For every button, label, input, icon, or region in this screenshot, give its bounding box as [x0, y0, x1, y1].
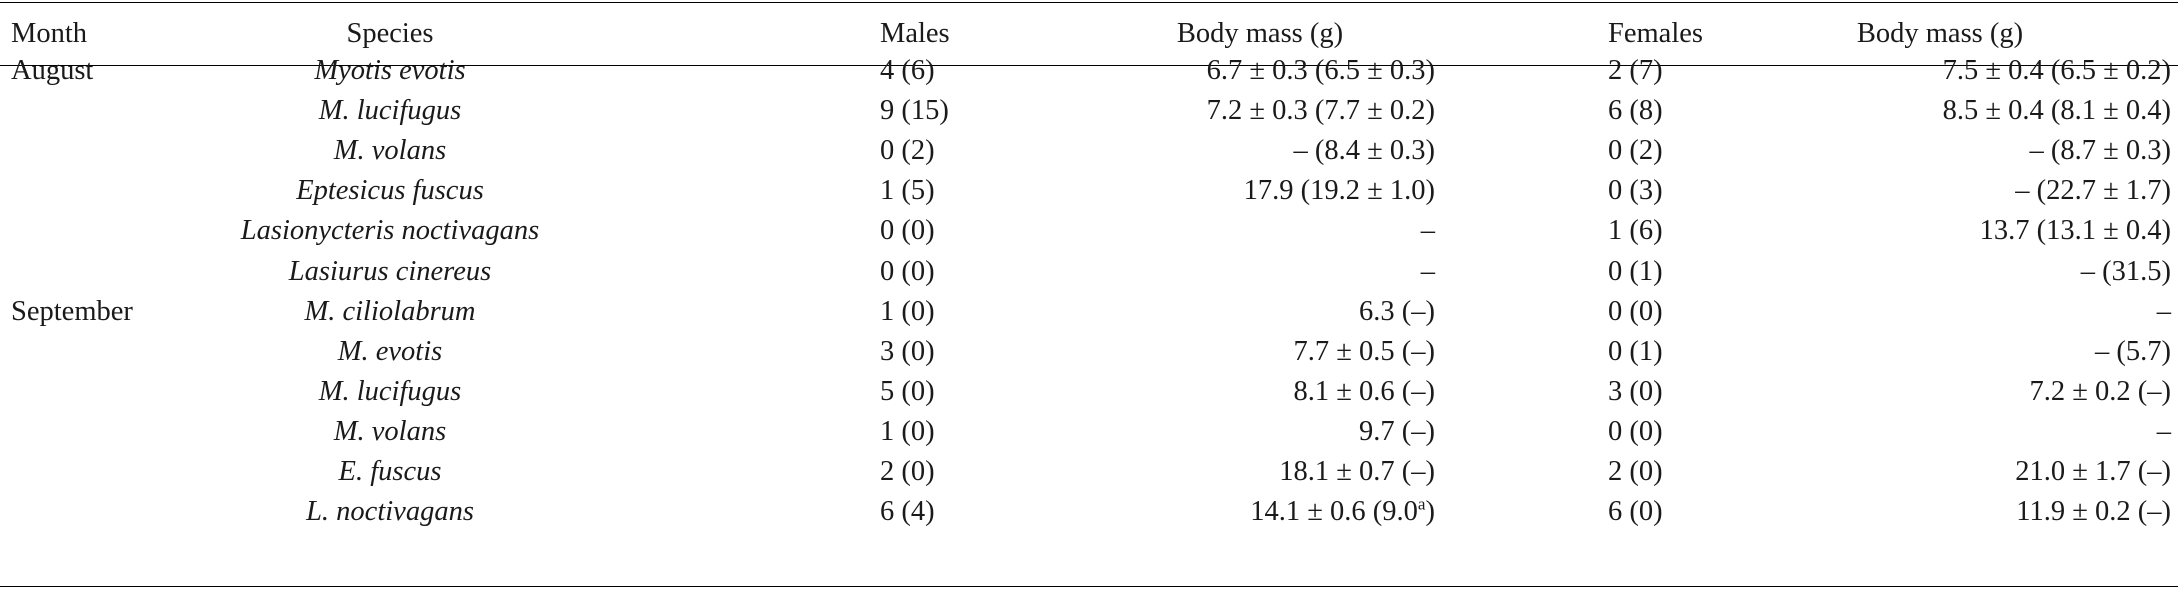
table-row: Lasiurus cinereus 0 (0) – 0 (1) – (31.5) — [0, 252, 2178, 292]
cell-female-body-mass: 7.2 ± 0.2 (–) — [2029, 375, 2172, 407]
cell-females-count: 1 (6) — [1608, 215, 1663, 247]
male-body-mass-value: 6.3 (–) — [1359, 295, 1435, 327]
cell-female-body-mass: – (31.5) — [2080, 255, 2171, 287]
cell-species: M. ciliolabrum — [304, 295, 476, 327]
cell-male-body-mass: 9.7 (–) — [1080, 412, 1435, 452]
cell-month: September — [11, 295, 133, 327]
cell-females-count: 3 (0) — [1608, 375, 1663, 407]
cell-female-body-mass: 13.7 (13.1 ± 0.4) — [1979, 215, 2171, 247]
cell-male-body-mass: 14.1 ± 0.6 (9.0a) — [1080, 492, 1435, 532]
cell-females-count: 2 (7) — [1608, 55, 1663, 86]
cell-species: M. lucifugus — [318, 95, 462, 127]
male-body-mass-value: 7.7 ± 0.5 (–) — [1293, 335, 1436, 367]
table-row: Eptesicus fuscus 1 (5) 17.9 (19.2 ± 1.0) 0 … — [0, 171, 2178, 211]
cell-male-body-mass: 8.1 ± 0.6 (–) — [1080, 372, 1436, 412]
cell-female-body-mass: 7.5 ± 0.4 (6.5 ± 0.2) — [1942, 55, 2171, 86]
cell-female-body-mass: – (22.7 ± 1.7) — [2015, 175, 2171, 207]
cell-females-count: 0 (3) — [1608, 175, 1663, 207]
header-females: Females — [1608, 18, 1703, 49]
male-body-mass-value: 18.1 ± 0.7 (–) — [1279, 456, 1435, 487]
male-body-mass-value: 6.7 ± 0.3 (6.5 ± 0.3) — [1206, 55, 1435, 86]
cell-female-body-mass: 11.9 ± 0.2 (–) — [2016, 496, 2171, 528]
cell-male-body-mass: 6.7 ± 0.3 (6.5 ± 0.3) — [1080, 51, 1435, 91]
table-header-row: Month Species Males Body mass (g) Female… — [0, 14, 2178, 54]
cell-species: Lasionycteris noctivagans — [240, 215, 540, 247]
cell-females-count: 6 (8) — [1608, 95, 1663, 127]
header-male-body-mass: Body mass (g) — [1176, 18, 1344, 49]
cell-male-body-mass: – — [1080, 211, 1435, 251]
cell-female-body-mass: – — [2156, 415, 2171, 447]
cell-female-body-mass: – — [2156, 295, 2171, 327]
header-female-body-mass: Body mass (g) — [1856, 18, 2024, 49]
table-row: September M. ciliolabrum 1 (0) 6.3 (–) 0 (0)… — [0, 292, 2178, 332]
male-body-mass-value: 8.1 ± 0.6 (–) — [1293, 375, 1436, 407]
cell-females-count: 2 (0) — [1608, 456, 1663, 487]
cell-females-count: 0 (0) — [1608, 415, 1663, 447]
cell-males-count: 0 (2) — [880, 135, 935, 167]
cell-males-count: 3 (0) — [880, 335, 935, 367]
cell-species: Lasiurus cinereus — [288, 255, 492, 287]
cell-male-body-mass: 17.9 (19.2 ± 1.0) — [1080, 171, 1435, 211]
cell-males-count: 0 (0) — [880, 215, 935, 247]
cell-species: E. fuscus — [338, 456, 442, 487]
cell-male-body-mass: – (8.4 ± 0.3) — [1080, 131, 1436, 171]
cell-species: M. volans — [333, 415, 447, 447]
table-row: M. lucifugus 5 (0) 8.1 ± 0.6 (–) 3 (0) 7.2 ±… — [0, 372, 2178, 412]
cell-females-count: 0 (1) — [1608, 255, 1663, 287]
cell-species: M. volans — [333, 135, 447, 167]
cell-males-count: 1 (5) — [880, 175, 935, 207]
male-body-mass-value: – — [1420, 255, 1435, 287]
table-row: August Myotis evotis 4 (6) 6.7 ± 0.3 (6.5 ±… — [0, 51, 2178, 91]
cell-male-body-mass: – — [1080, 252, 1435, 292]
table-row: M. lucifugus 9 (15) 7.2 ± 0.3 (7.7 ± 0.2) 6… — [0, 91, 2178, 131]
header-species: Species — [346, 18, 434, 49]
cell-males-count: 6 (4) — [880, 496, 935, 528]
cell-female-body-mass: – (8.7 ± 0.3) — [2029, 135, 2172, 167]
table-row: M. volans 0 (2) – (8.4 ± 0.3) 0 (2) – (8.7 ±… — [0, 131, 2178, 171]
male-body-mass-value: – — [1420, 215, 1435, 247]
cell-males-count: 5 (0) — [880, 375, 935, 407]
cell-males-count: 0 (0) — [880, 255, 935, 287]
cell-males-count: 1 (0) — [880, 295, 935, 327]
male-body-mass-value: 7.2 ± 0.3 (7.7 ± 0.2) — [1206, 95, 1435, 127]
cell-female-body-mass: – (5.7) — [2095, 335, 2171, 367]
male-body-mass-value: 14.1 ± 0.6 (9.0 — [1250, 496, 1418, 528]
table-row: L. noctivagans 6 (4) 14.1 ± 0.6 (9.0a) 6 (0… — [0, 492, 2178, 532]
cell-species: Myotis evotis — [314, 55, 466, 86]
cell-species: M. lucifugus — [318, 375, 462, 407]
cell-male-body-mass: 7.2 ± 0.3 (7.7 ± 0.2) — [1080, 91, 1435, 131]
male-body-mass-value: 9.7 (–) — [1359, 415, 1435, 447]
header-month: Month — [11, 18, 88, 49]
footnote-marker: a — [1417, 494, 1426, 514]
table-bottom-rule — [0, 586, 2178, 587]
cell-month: August — [11, 55, 94, 86]
cell-male-body-mass: 6.3 (–) — [1080, 292, 1435, 332]
cell-females-count: 0 (1) — [1608, 335, 1663, 367]
table-header-rule — [0, 65, 2178, 66]
cell-males-count: 2 (0) — [880, 456, 935, 487]
male-body-mass-value: 17.9 (19.2 ± 1.0) — [1243, 175, 1435, 207]
cell-male-body-mass: 7.7 ± 0.5 (–) — [1080, 332, 1436, 372]
cell-females-count: 0 (0) — [1608, 295, 1663, 327]
cell-males-count: 1 (0) — [880, 415, 935, 447]
cell-males-count: 4 (6) — [880, 55, 935, 86]
cell-females-count: 0 (2) — [1608, 135, 1663, 167]
header-males: Males — [880, 18, 950, 49]
cell-female-body-mass: 21.0 ± 1.7 (–) — [2015, 456, 2171, 487]
male-body-mass-value: – (8.4 ± 0.3) — [1293, 135, 1436, 167]
table-top-rule — [0, 2, 2178, 3]
cell-males-count: 9 (15) — [880, 95, 949, 127]
cell-species: Eptesicus fuscus — [296, 175, 484, 207]
table-row: E. fuscus 2 (0) 18.1 ± 0.7 (–) 2 (0) 21.0 ± … — [0, 452, 2178, 492]
male-body-mass-tail: ) — [1425, 496, 1436, 528]
cell-female-body-mass: 8.5 ± 0.4 (8.1 ± 0.4) — [1942, 95, 2171, 127]
cell-species: M. evotis — [337, 335, 443, 367]
table-row: M. evotis 3 (0) 7.7 ± 0.5 (–) 0 (1) – (5.7) — [0, 332, 2178, 372]
table-row: Lasionycteris noctivagans 0 (0) – 1 (6) 13.7… — [0, 211, 2178, 251]
table-row: M. volans 1 (0) 9.7 (–) 0 (0) – — [0, 412, 2178, 452]
cell-females-count: 6 (0) — [1608, 496, 1663, 528]
cell-male-body-mass: 18.1 ± 0.7 (–) — [1080, 452, 1435, 492]
cell-species: L. noctivagans — [306, 496, 474, 528]
